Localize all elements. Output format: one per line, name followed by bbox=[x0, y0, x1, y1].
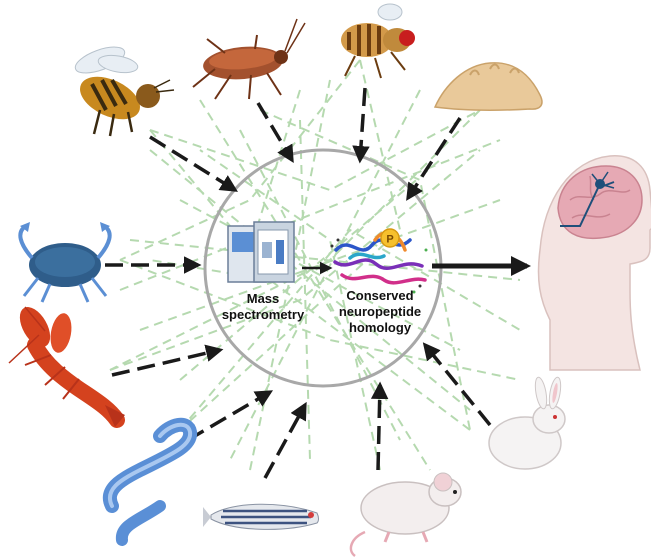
arrow-from-mouse bbox=[370, 381, 389, 471]
bee-icon bbox=[74, 46, 175, 137]
peptide-dots bbox=[330, 238, 428, 294]
crab-icon bbox=[18, 222, 112, 303]
phosphate-badge-label: P bbox=[386, 234, 393, 246]
neuropeptide-icon bbox=[333, 230, 427, 285]
mouse-icon bbox=[349, 472, 462, 557]
phosphate-badge bbox=[380, 228, 400, 248]
arrow-from-zebrafish bbox=[263, 401, 307, 479]
arrow-from-cockroach bbox=[256, 102, 294, 164]
fruit-fly-icon bbox=[341, 3, 415, 79]
mass-label-line2: spectrometry bbox=[222, 307, 305, 322]
arrow-from-rabbit bbox=[422, 342, 492, 427]
arrow-from-worm bbox=[187, 390, 274, 442]
arrow-from-lobster bbox=[111, 344, 224, 377]
arrow-from-bee bbox=[149, 135, 238, 192]
homology-label-line2: neuropeptide bbox=[339, 304, 421, 319]
human-brain-icon bbox=[537, 155, 651, 371]
lobster-icon bbox=[8, 306, 125, 428]
homology-label-line1: Conserved bbox=[346, 288, 413, 303]
cockroach-icon bbox=[192, 18, 306, 100]
zebrafish-icon bbox=[203, 503, 319, 530]
arrow-from-sea-slug bbox=[406, 117, 462, 201]
mass-label-line1: Mass bbox=[247, 291, 280, 306]
arrow-from-fruit-fly bbox=[352, 87, 370, 164]
sea-slug-icon bbox=[433, 62, 543, 112]
homology-label-line3: homology bbox=[349, 320, 412, 335]
mass-spectrometer-icon bbox=[227, 221, 295, 283]
worm-icon bbox=[103, 417, 197, 546]
rabbit-icon bbox=[488, 376, 566, 470]
input-arrows bbox=[105, 87, 492, 479]
